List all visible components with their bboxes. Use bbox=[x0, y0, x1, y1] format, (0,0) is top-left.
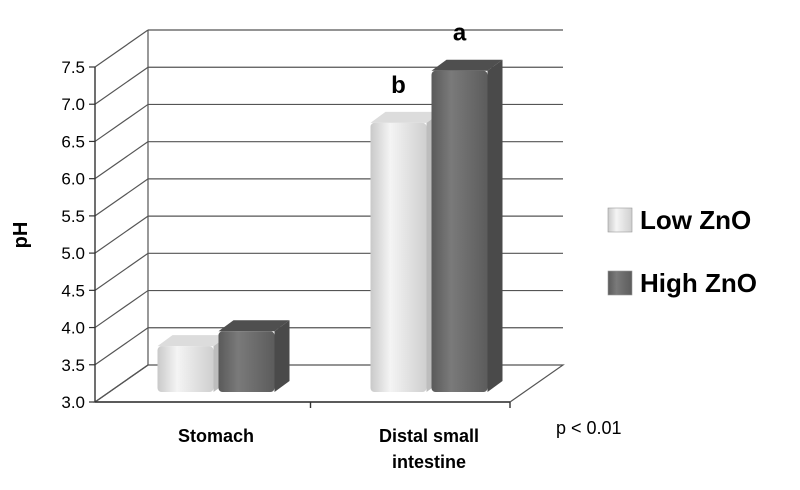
y-tick-label: 7.5 bbox=[61, 58, 85, 77]
gridline-diagonal bbox=[94, 327, 149, 366]
bar-top bbox=[218, 320, 290, 332]
y-axis-label: pH bbox=[10, 222, 32, 249]
x-category-labels: Stomach Distal small intestine bbox=[178, 426, 479, 472]
y-tick-label: 4.0 bbox=[61, 319, 85, 338]
bar-annotation: b bbox=[391, 72, 406, 99]
legend-swatch bbox=[607, 207, 633, 233]
legend-label: Low ZnO bbox=[640, 205, 751, 235]
bar-front bbox=[218, 331, 275, 392]
y-tick-label: 5.0 bbox=[61, 244, 85, 263]
bar-front bbox=[157, 346, 214, 392]
bar-high-zno bbox=[431, 59, 503, 392]
y-tick-labels: 3.0 3.5 4.0 4.5 5.0 5.5 6.0 6.5 7.0 7.5 bbox=[61, 58, 85, 412]
gridline-diagonal bbox=[94, 252, 149, 291]
bar-top bbox=[431, 59, 503, 71]
bar-high-zno bbox=[218, 320, 290, 392]
y-tick-label: 3.5 bbox=[61, 356, 85, 375]
significance-note: p < 0.01 bbox=[556, 418, 622, 438]
gridline-diagonal bbox=[94, 215, 149, 254]
bar-front bbox=[370, 122, 427, 392]
y-tick-label: 6.5 bbox=[61, 132, 85, 151]
gridline-diagonal bbox=[94, 178, 149, 217]
x-category-label: Stomach bbox=[178, 426, 254, 446]
bar-top bbox=[370, 111, 442, 123]
y-tick-label: 4.5 bbox=[61, 281, 85, 300]
y-tick-label: 5.5 bbox=[61, 207, 85, 226]
bar-front bbox=[431, 70, 488, 392]
bar-side bbox=[274, 320, 290, 392]
legend-swatch bbox=[607, 270, 633, 296]
y-tick-label: 6.0 bbox=[61, 170, 85, 189]
y-tick-label: 3.0 bbox=[61, 393, 85, 412]
bar-low-zno bbox=[157, 335, 229, 392]
bar-top bbox=[157, 335, 229, 347]
gridline-diagonal bbox=[94, 364, 149, 403]
gridline-diagonal bbox=[94, 29, 149, 68]
x-category-label: intestine bbox=[392, 452, 466, 472]
chart-axes bbox=[89, 66, 511, 408]
gridline-diagonal bbox=[94, 66, 149, 105]
bar-annotations: ba bbox=[391, 20, 467, 99]
gridline-diagonal bbox=[94, 103, 149, 142]
bar-annotation: a bbox=[453, 20, 467, 47]
x-category-label: Distal small bbox=[379, 426, 479, 446]
bar-low-zno bbox=[370, 111, 442, 392]
legend-label: High ZnO bbox=[640, 268, 757, 298]
y-tick-label: 7.0 bbox=[61, 95, 85, 114]
bar-side bbox=[487, 59, 503, 392]
chart-bars bbox=[157, 59, 503, 392]
gridline-diagonal bbox=[94, 141, 149, 180]
legend: Low ZnO High ZnO bbox=[607, 205, 757, 298]
gridline-diagonal bbox=[94, 290, 149, 329]
